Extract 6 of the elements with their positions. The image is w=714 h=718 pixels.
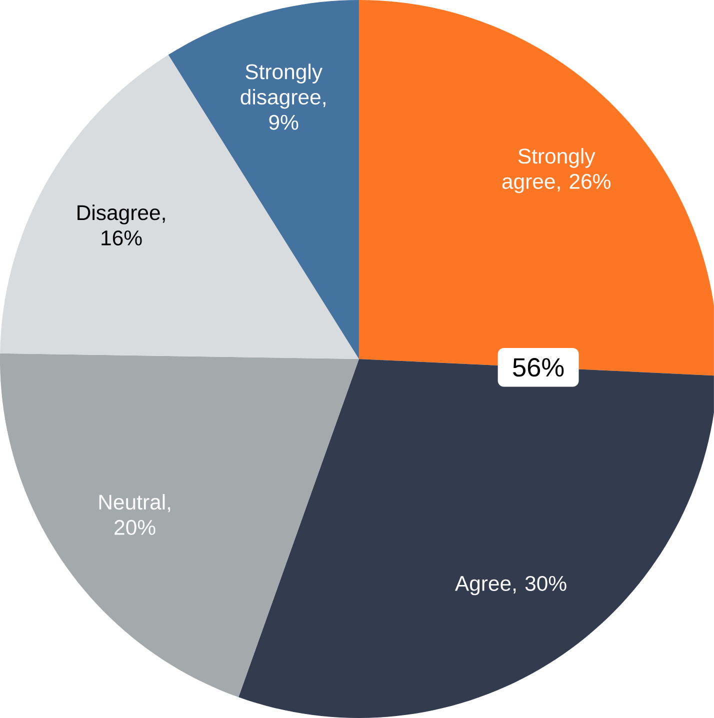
slice-label: Neutral, 20% xyxy=(99,494,170,535)
text: 56% xyxy=(513,358,564,377)
slice-label: Strongly disagree, 9% xyxy=(240,64,326,130)
slice-label: Strongly agree, 26% xyxy=(502,148,611,194)
slice-label: Disagree, 16% xyxy=(78,204,165,246)
slice-label: Agree, 30% xyxy=(455,576,566,596)
